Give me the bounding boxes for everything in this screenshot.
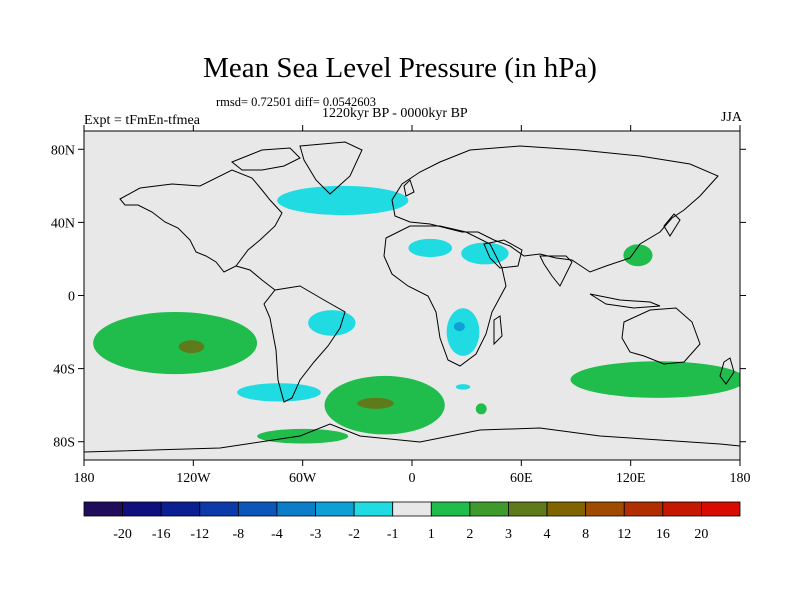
colorbar-label-11: 4	[544, 527, 551, 542]
lon-label-0: 180	[74, 471, 95, 486]
colorbar: -20 -16 -12 -8 -4 -3 -2 -1 1 2 3 4 8 12 16 20	[83, 501, 741, 542]
colorbar-label-7: -1	[387, 527, 399, 542]
colorbar-swatch-8	[392, 501, 432, 517]
lat-label-0: 80N	[51, 143, 75, 158]
coast-eurasia	[391, 145, 719, 273]
colorbar-swatch-2	[160, 501, 201, 517]
anomaly-south-america-negative	[308, 310, 356, 336]
time-period: 1220kyr BP - 0000kyr BP	[322, 106, 468, 121]
colorbar-label-15: 20	[694, 527, 708, 542]
coast-greenland	[299, 141, 363, 195]
anomaly-fields	[93, 185, 740, 444]
coast-british-isles	[403, 179, 415, 197]
colorbar-swatch-15	[662, 501, 702, 517]
anomaly-arabia-negative	[461, 242, 509, 265]
colorbar-swatch-10	[469, 501, 509, 517]
anomaly-south-pacific-positive	[93, 311, 258, 375]
colorbar-label-10: 3	[505, 527, 512, 542]
coast-australia	[621, 307, 701, 365]
lon-label-4: 60E	[510, 471, 533, 486]
anomaly-south-africa-small-negative	[455, 384, 471, 390]
coast-antarctica	[84, 423, 740, 453]
anomaly-southern-africa-core	[453, 322, 465, 332]
colorbar-label-5: -3	[310, 527, 322, 542]
colorbar-label-4: -4	[271, 527, 283, 542]
colorbar-swatch-3	[199, 501, 239, 517]
coast-indonesia	[589, 293, 661, 309]
colorbar-swatch-0	[83, 501, 123, 517]
colorbar-swatch-7	[353, 501, 394, 517]
anomaly-north-atlantic-negative	[277, 185, 409, 216]
colorbar-swatch-14	[623, 501, 664, 517]
anomaly-south-pacific-core	[178, 340, 205, 354]
colorbar-label-12: 8	[582, 527, 589, 542]
anomaly-indian-ocean-positive	[570, 361, 740, 398]
colorbar-swatch-4	[237, 501, 278, 517]
colorbar-swatch-11	[508, 501, 548, 517]
lon-label-6: 180	[730, 471, 751, 486]
map-axes: 80N 40N 0 40S 80S 180 120W 60W 0 60E 120E 180	[51, 125, 751, 486]
colorbar-label-3: -8	[233, 527, 245, 542]
coast-arctic-islands	[231, 147, 301, 171]
lat-label-2: 0	[68, 290, 75, 305]
coastlines	[84, 141, 740, 453]
colorbar-swatch-16	[701, 501, 741, 517]
colorbar-swatch-9	[430, 501, 471, 517]
lon-label-2: 60W	[289, 471, 317, 486]
colorbar-label-9: 2	[466, 527, 473, 542]
colorbar-label-14: 16	[656, 527, 670, 542]
coast-central-america	[235, 265, 276, 291]
coast-india	[539, 255, 573, 287]
season-label: JJA	[720, 110, 742, 125]
coast-africa	[383, 225, 507, 367]
rmsd-diff-stats: rmsd= 0.72501 diff= 0.0542603	[216, 95, 377, 109]
colorbar-swatch-12	[546, 501, 587, 517]
anomaly-antarctic-coast-positive	[257, 428, 349, 444]
colorbar-swatch-6	[315, 501, 355, 517]
lat-label-4: 80S	[53, 436, 75, 451]
experiment-label: Expt = tFmEn-tfmea	[84, 113, 200, 128]
anomaly-indian-ocean-small-positive	[475, 403, 487, 415]
anomaly-east-asia-positive	[623, 244, 653, 267]
coast-arabia	[483, 239, 523, 269]
colorbar-swatch-1	[122, 501, 162, 517]
colorbar-swatch-5	[276, 501, 316, 517]
chart-title: Mean Sea Level Pressure (in hPa)	[203, 52, 597, 84]
lat-label-1: 40N	[51, 216, 75, 231]
coast-madagascar	[493, 315, 503, 346]
lon-label-1: 120W	[176, 471, 211, 486]
colorbar-label-0: -20	[113, 527, 132, 542]
colorbar-label-8: 1	[428, 527, 435, 542]
coast-north-america	[119, 169, 283, 273]
anomaly-southern-africa-negative	[446, 308, 480, 356]
lat-label-3: 40S	[53, 363, 75, 378]
anomaly-north-africa-negative	[408, 238, 453, 258]
colorbar-label-1: -16	[152, 527, 171, 542]
colorbar-label-6: -2	[348, 527, 360, 542]
coast-south-america	[263, 285, 346, 403]
colorbar-label-2: -12	[190, 527, 209, 542]
lon-label-3: 0	[409, 471, 416, 486]
anomaly-south-atlantic-core	[357, 397, 394, 409]
anomaly-south-atlantic-negative	[237, 383, 321, 402]
coast-japan	[663, 213, 681, 237]
coast-new-zealand	[719, 357, 735, 385]
lon-label-5: 120E	[616, 471, 646, 486]
colorbar-swatch-13	[585, 501, 625, 517]
colorbar-label-13: 12	[617, 527, 631, 542]
